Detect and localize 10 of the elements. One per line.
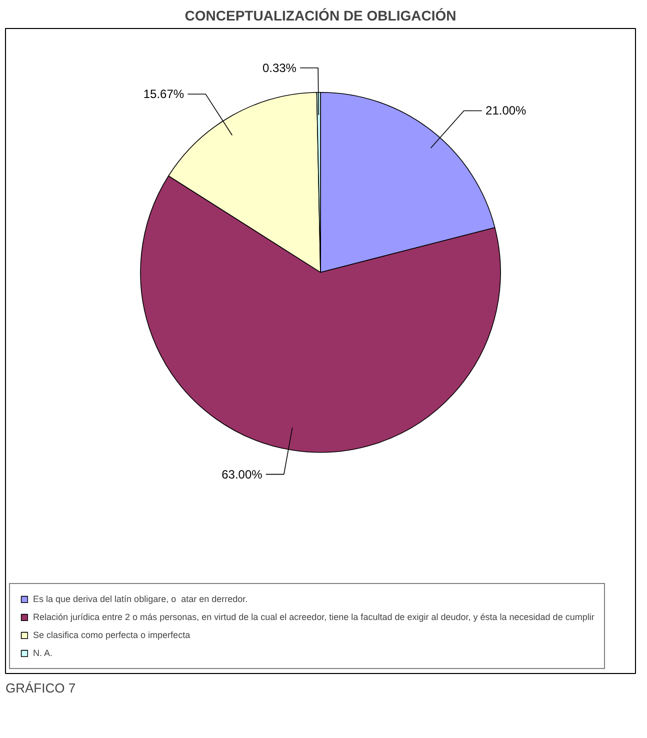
- data-label: 15.67%: [143, 87, 184, 102]
- data-label: 21.00%: [486, 104, 527, 118]
- legend-label: Se clasifica como perfecta o imperfecta: [33, 630, 190, 640]
- data-label: 63.00%: [222, 467, 263, 482]
- text: GRÁFICO 7: [6, 680, 76, 696]
- legend-label: N. A.: [33, 648, 53, 658]
- chart-title: CONCEPTUALIZACIÓN DE OBLIGACIÓN: [184, 8, 456, 24]
- data-label: 0.33%: [262, 60, 297, 75]
- legend-label: Es la que deriva del latín obligare, o atar en derredor.: [33, 594, 248, 604]
- legend-label: Relación jurídica entre 2 o más personas, en virtud de la cual el acreedor, tiene la facultad de exigir al deudor, y ésta la necesidad de cumplir: [33, 612, 594, 622]
